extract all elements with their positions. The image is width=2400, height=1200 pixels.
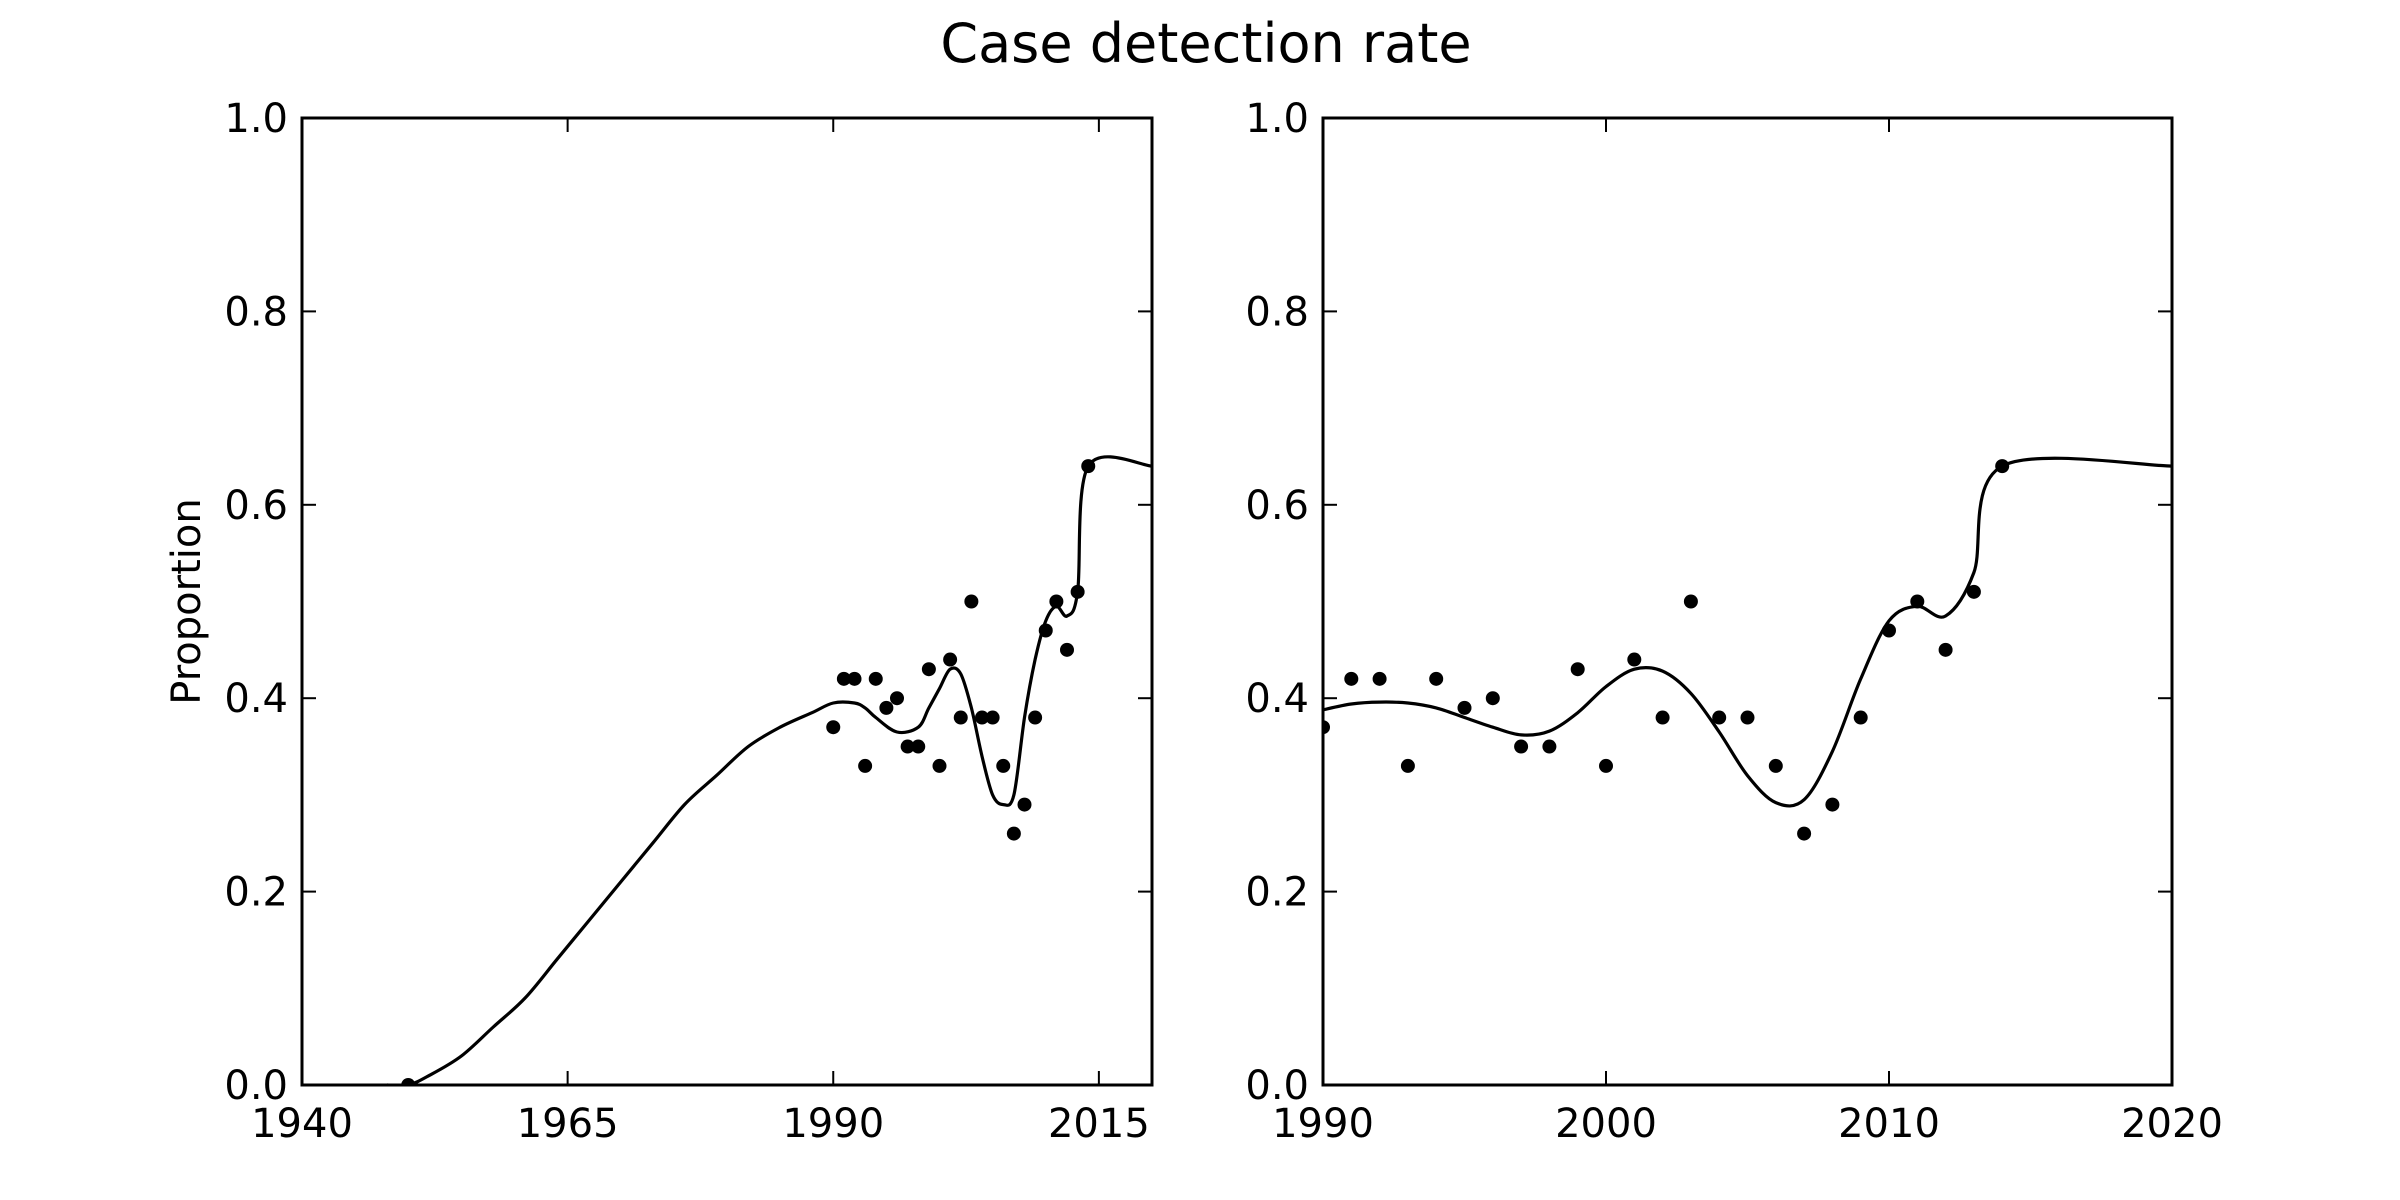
data-point: [1825, 797, 1840, 812]
x-tick-label: 2000: [1555, 1101, 1657, 1147]
data-point: [858, 758, 873, 773]
data-point: [1542, 739, 1557, 754]
data-point: [1966, 584, 1981, 599]
y-tick-label: 0.6: [1245, 483, 1309, 529]
data-point: [1683, 594, 1698, 609]
data-point: [911, 739, 926, 754]
y-tick-label: 0.0: [224, 1063, 288, 1109]
data-point: [1017, 797, 1032, 812]
y-tick-label: 0.4: [1245, 676, 1309, 722]
data-point: [943, 652, 958, 667]
y-tick-label: 0.2: [224, 870, 288, 916]
data-point: [1938, 642, 1953, 657]
fitted-curve: [387, 455, 1152, 1085]
data-point: [964, 594, 979, 609]
y-tick-label: 0.6: [224, 483, 288, 529]
data-point: [836, 671, 851, 686]
data-point: [985, 710, 1000, 725]
data-point: [868, 671, 883, 686]
x-tick-label: 2020: [2121, 1101, 2223, 1147]
data-point: [1627, 652, 1642, 667]
y-tick-label: 1.0: [1245, 96, 1309, 142]
data-point: [1049, 594, 1064, 609]
data-point: [1910, 594, 1925, 609]
data-point: [1570, 662, 1585, 677]
left-chart-panel: 0.0 0.2 0.4 0.6 0.8 1.0 1940 1965 1990 2015 Propor…: [164, 96, 1154, 1147]
plot-frame: [300, 116, 1154, 1087]
data-point: [1485, 691, 1500, 706]
figure-title: Case detection rate: [940, 12, 1471, 75]
data-point: [826, 720, 841, 735]
data-point: [1655, 710, 1670, 725]
data-point: [1400, 758, 1415, 773]
data-point: [1740, 710, 1755, 725]
data-point: [921, 662, 936, 677]
data-point: [1514, 739, 1529, 754]
data-point: [1712, 710, 1727, 725]
x-tick-label: 2015: [1048, 1101, 1150, 1147]
data-point: [1429, 671, 1444, 686]
data-point: [847, 671, 862, 686]
x-tick-label: 1990: [1272, 1101, 1374, 1147]
data-point: [1006, 826, 1021, 841]
y-tick-label: 0.4: [224, 676, 288, 722]
x-tick-label: 1990: [782, 1101, 884, 1147]
data-point: [996, 758, 1011, 773]
data-point: [879, 700, 894, 715]
fitted-curve: [1323, 456, 2172, 808]
data-point: [1028, 710, 1043, 725]
data-point: [1372, 671, 1387, 686]
data-point: [1344, 671, 1359, 686]
y-axis-label: Proportion: [164, 498, 210, 704]
right-chart-panel: 0.0 0.2 0.4 0.6 0.8 1.0 1990 2000 2010 2020: [1245, 96, 2223, 1147]
y-tick-label: 0.2: [1245, 870, 1309, 916]
data-point: [1323, 720, 1330, 735]
data-point: [1457, 700, 1472, 715]
data-point: [900, 739, 915, 754]
data-point: [953, 710, 968, 725]
data-point: [932, 758, 947, 773]
data-point: [1797, 826, 1812, 841]
x-tick-label: 2010: [1838, 1101, 1940, 1147]
x-tick-label: 1965: [517, 1101, 619, 1147]
data-point: [1060, 642, 1074, 657]
data-point: [1853, 710, 1868, 725]
data-point: [1599, 758, 1613, 773]
y-tick-label: 0.0: [1245, 1063, 1309, 1109]
y-tick-label: 1.0: [224, 96, 288, 142]
data-point: [890, 691, 904, 706]
data-point: [1768, 758, 1783, 773]
plot-frame: [1321, 116, 2174, 1087]
y-tick-label: 0.8: [1245, 289, 1309, 335]
y-tick-label: 0.8: [224, 289, 288, 335]
x-tick-label: 1940: [251, 1101, 353, 1147]
data-point: [975, 710, 989, 725]
